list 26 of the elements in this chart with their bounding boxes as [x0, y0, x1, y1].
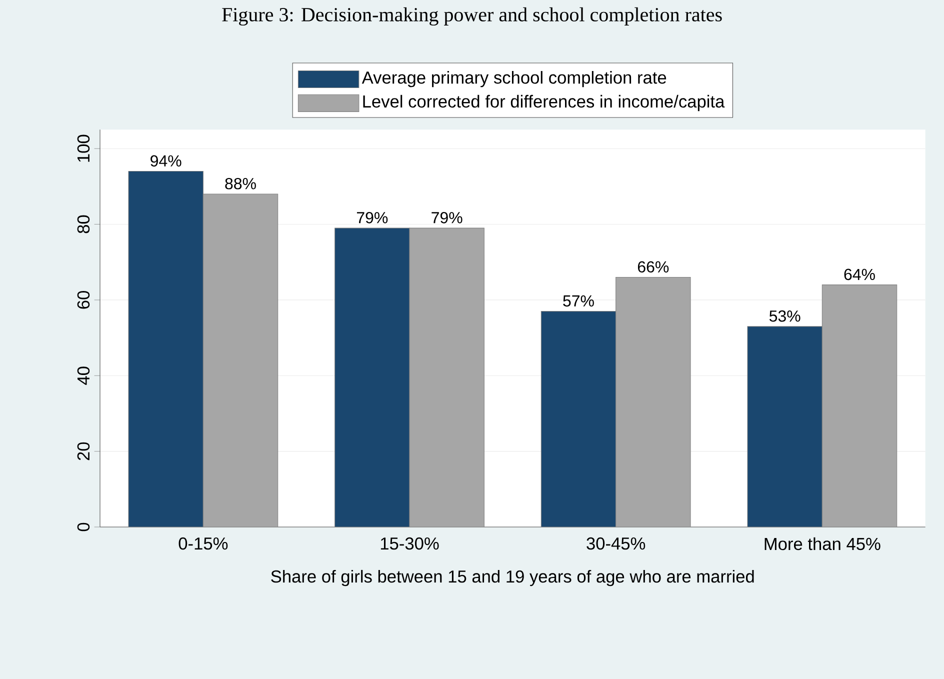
- data-label: 53%: [769, 310, 800, 322]
- y-tick-label: 100: [77, 134, 90, 162]
- y-tick-label: 40: [77, 366, 90, 385]
- data-label: 88%: [225, 178, 256, 190]
- bar: [128, 171, 204, 527]
- data-label: 94%: [150, 155, 182, 167]
- bar: [334, 228, 410, 527]
- x-axis-title: Share of girls between 15 and 19 years of age who are married: [271, 570, 754, 586]
- bar: [747, 326, 822, 527]
- y-tick-label: 80: [77, 215, 90, 234]
- x-tick-label: More than 45%: [764, 537, 880, 550]
- legend-label: Average primary school completion rate: [362, 71, 666, 88]
- data-label: 64%: [844, 268, 875, 280]
- x-tick-label: 30-45%: [586, 537, 646, 550]
- data-label: 57%: [563, 295, 594, 307]
- x-tick-label: 0-15%: [178, 537, 228, 550]
- x-tick-label: 15-30%: [380, 537, 439, 550]
- y-tick-label: 60: [77, 290, 90, 309]
- data-label: 79%: [356, 212, 388, 224]
- legend-label: Level corrected for differences in income/capita: [363, 94, 725, 112]
- bar: [540, 311, 616, 527]
- y-tick-label: 0: [77, 522, 90, 532]
- data-label: 66%: [638, 261, 669, 273]
- chart-title: Figure 3: Decision-making power and school completion rates: [222, 7, 722, 26]
- data-label: 79%: [432, 212, 462, 224]
- y-tick-label: 20: [77, 442, 90, 460]
